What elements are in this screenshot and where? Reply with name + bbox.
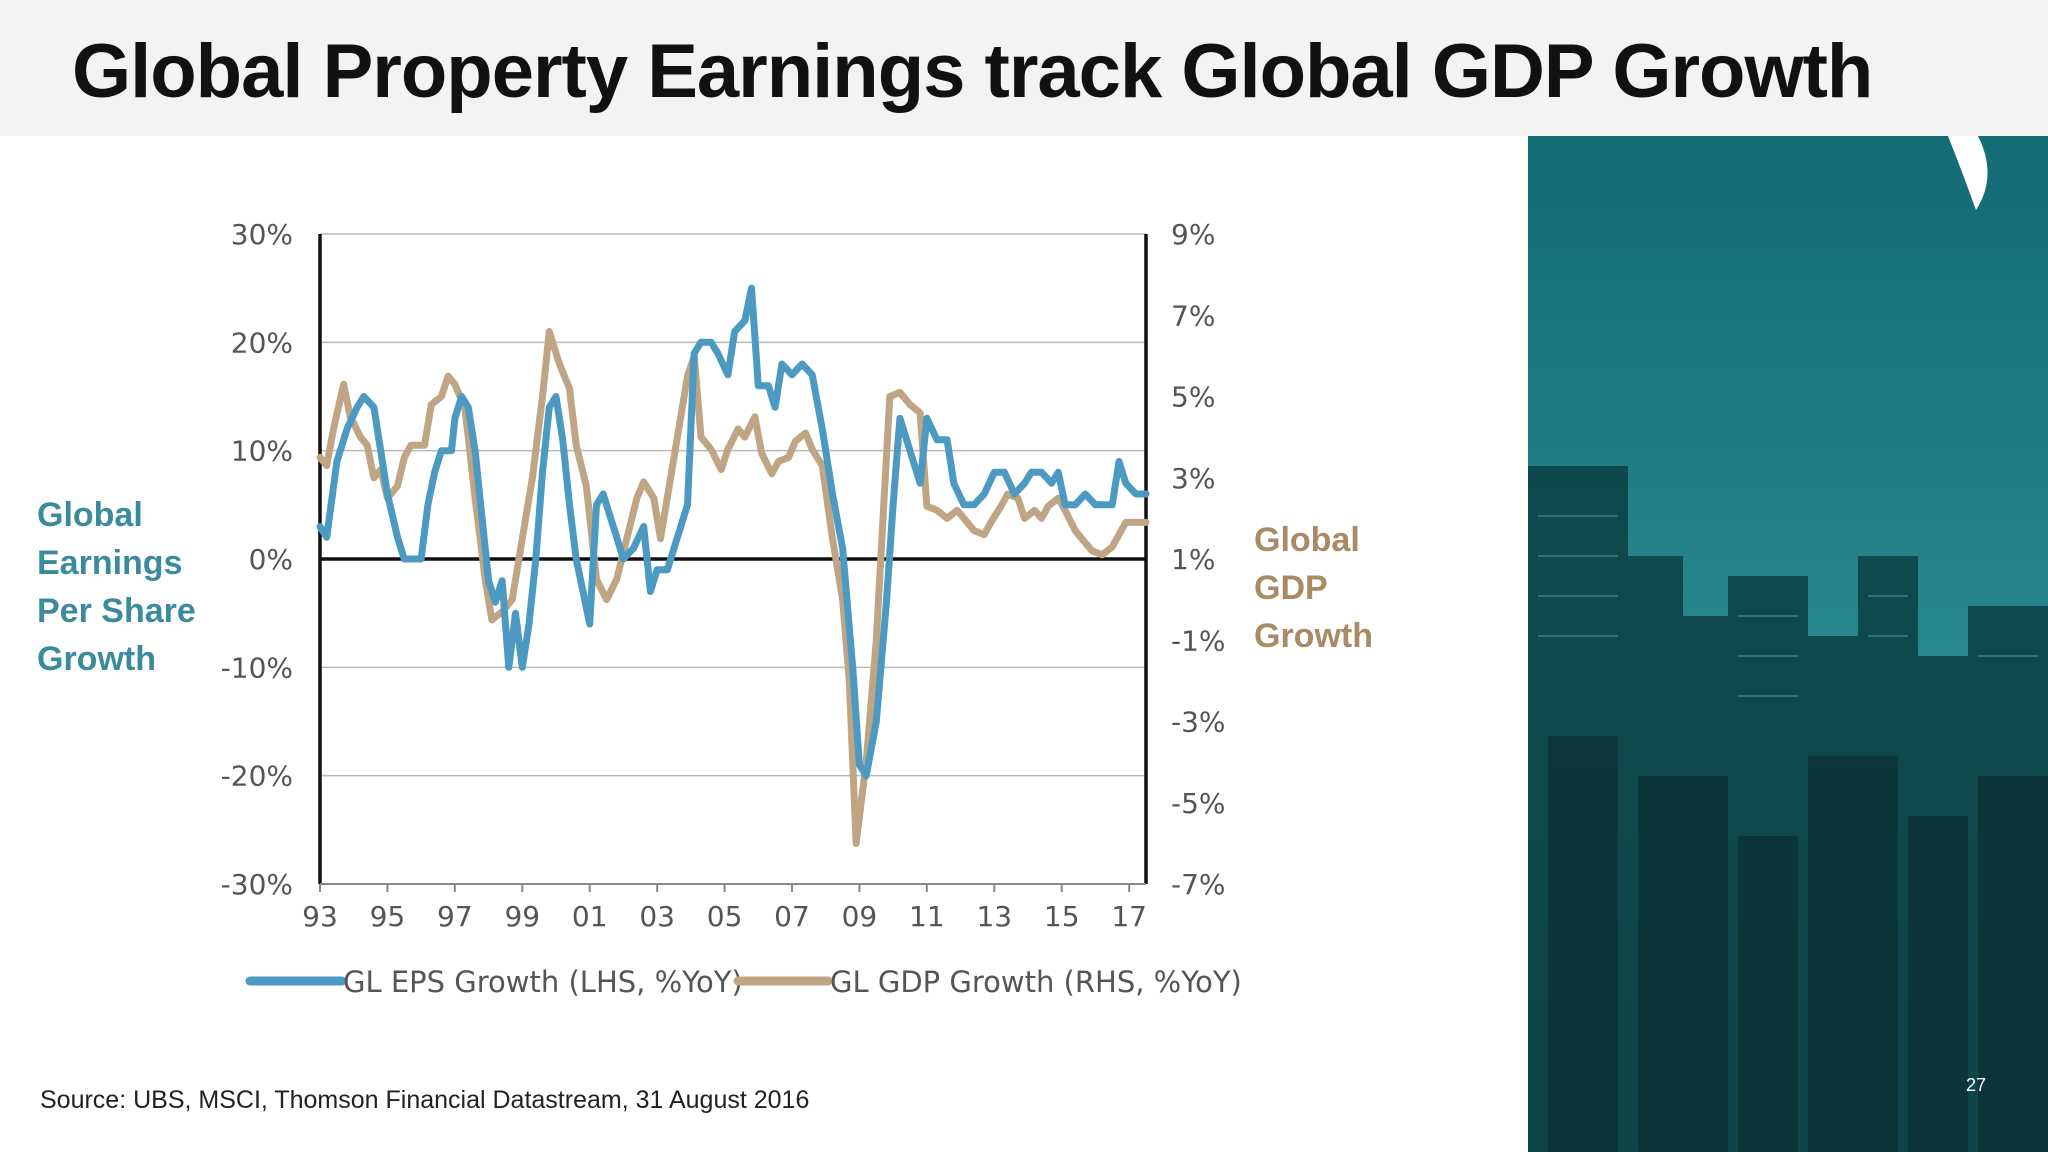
x-tick-label: 01 bbox=[572, 900, 608, 933]
right-tick-label: -7% bbox=[1171, 868, 1226, 901]
left-tick-label: 20% bbox=[231, 326, 293, 359]
x-tick-label: 17 bbox=[1111, 900, 1147, 933]
left-caption-line: Global bbox=[37, 496, 143, 534]
right-tick-label: 1% bbox=[1171, 543, 1215, 576]
x-tick-label: 15 bbox=[1044, 900, 1080, 933]
x-tick-label: 99 bbox=[504, 900, 540, 933]
chart-svg: 30% 20% 10% 0% -10% -20% -30% 9% 7% 5% 3% 1% -1% -3% -… bbox=[221, 218, 1242, 999]
series-lines bbox=[316, 284, 1150, 847]
right-tick-label: 3% bbox=[1171, 462, 1215, 495]
right-caption-line: Global bbox=[1254, 521, 1360, 559]
axes: 30% 20% 10% 0% -10% -20% -30% 9% 7% 5% 3% 1% -1% -3% -… bbox=[221, 218, 1226, 933]
city-skyline-photo bbox=[1528, 136, 2048, 1152]
header-band bbox=[0, 0, 2048, 136]
legend-label: GL GDP Growth (RHS, %YoY) bbox=[830, 965, 1242, 999]
left-caption-line: Per Share bbox=[37, 592, 196, 630]
right-caption-line: GDP bbox=[1254, 569, 1328, 607]
source-note: Source: UBS, MSCI, Thomson Financial Dat… bbox=[40, 1086, 810, 1114]
x-tick-label: 95 bbox=[370, 900, 406, 933]
left-caption-line: Earnings bbox=[37, 544, 183, 582]
right-tick-label: 7% bbox=[1171, 299, 1215, 332]
x-tick-label: 11 bbox=[909, 900, 945, 933]
gdp-series-line bbox=[316, 328, 1150, 847]
left-caption-line: Growth bbox=[37, 640, 156, 678]
right-caption-line: Growth bbox=[1254, 617, 1373, 655]
x-tick-label: 03 bbox=[639, 900, 675, 933]
right-tick-label: -5% bbox=[1171, 787, 1226, 820]
x-tick-label: 09 bbox=[842, 900, 878, 933]
legend: GL EPS Growth (LHS, %YoY) GL GDP Growth (… bbox=[245, 965, 1242, 999]
left-tick-label: 0% bbox=[249, 543, 293, 576]
right-tick-label: -3% bbox=[1171, 706, 1226, 739]
legend-label: GL EPS Growth (LHS, %YoY) bbox=[343, 965, 743, 999]
left-tick-label: 10% bbox=[231, 435, 293, 468]
chart: 30% 20% 10% 0% -10% -20% -30% 9% 7% 5% 3% 1% -1% -3% -… bbox=[200, 200, 1260, 1020]
right-tick-label: 9% bbox=[1171, 218, 1215, 251]
x-tick-label: 05 bbox=[707, 900, 743, 933]
x-tick-label: 07 bbox=[774, 900, 810, 933]
right-tick-label: -1% bbox=[1171, 624, 1226, 657]
left-tick-label: -20% bbox=[221, 760, 293, 793]
slide-title: Global Property Earnings track Global GD… bbox=[72, 29, 1873, 114]
right-tick-label: 5% bbox=[1171, 381, 1215, 414]
right-axis-caption: Global GDP Growth bbox=[1254, 516, 1404, 660]
eps-series-line bbox=[316, 284, 1150, 780]
x-tick-label: 97 bbox=[437, 900, 473, 933]
left-tick-label: 30% bbox=[231, 218, 293, 251]
x-tick-label: 93 bbox=[302, 900, 338, 933]
page-number: 27 bbox=[1966, 1075, 1987, 1095]
left-axis-caption: Global Earnings Per Share Growth bbox=[37, 491, 217, 683]
left-tick-label: -10% bbox=[221, 651, 293, 684]
x-tick-label: 13 bbox=[976, 900, 1012, 933]
left-tick-label: -30% bbox=[221, 868, 293, 901]
